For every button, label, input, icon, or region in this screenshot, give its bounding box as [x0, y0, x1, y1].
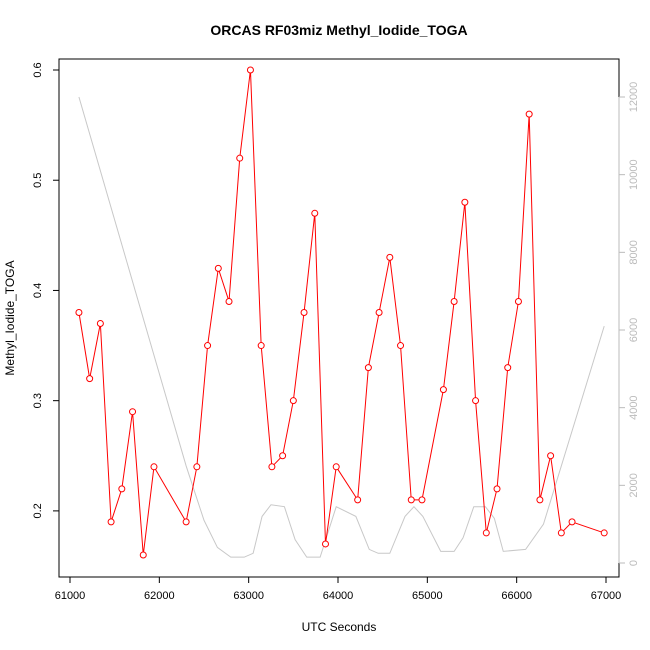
data-point: [482, 529, 490, 537]
x-tick-label: 63000: [233, 590, 264, 602]
data-point: [568, 518, 576, 526]
x-tick-label: 66000: [501, 590, 532, 602]
data-point: [557, 529, 565, 537]
data-point: [246, 66, 254, 74]
data-point: [504, 364, 512, 372]
data-point: [418, 496, 426, 504]
secondary-y-tick-label: 0: [628, 560, 640, 566]
data-point: [450, 297, 458, 305]
secondary-y-tick-label: 8000: [628, 240, 640, 264]
x-tick-label: 62000: [144, 590, 175, 602]
data-point: [300, 308, 308, 316]
methyl-iodide-series-line: [78, 69, 605, 556]
secondary-y-tick-label: 4000: [628, 395, 640, 419]
data-point: [407, 496, 415, 504]
data-point: [439, 386, 447, 394]
x-axis-label: UTC Seconds: [302, 620, 377, 634]
data-point: [107, 518, 115, 526]
data-point: [472, 397, 480, 405]
data-point: [461, 198, 469, 206]
x-tick-label: 67000: [591, 590, 622, 602]
data-point: [354, 496, 362, 504]
series-layer: [75, 66, 608, 559]
data-point: [96, 320, 104, 328]
altitude-series-line: [78, 96, 605, 558]
x-tick-label: 61000: [55, 590, 86, 602]
data-point: [193, 463, 201, 471]
data-point: [75, 308, 83, 316]
y-axis: 0.2 0.3 0.4 0.5 0.6: [32, 62, 60, 519]
secondary-y-tick-label: 2000: [628, 473, 640, 497]
data-point: [547, 452, 555, 460]
y-tick-label: 0.3: [32, 393, 44, 408]
secondary-y-tick-label: 10000: [628, 159, 640, 190]
data-point: [525, 110, 533, 118]
y-tick-label: 0.5: [32, 173, 44, 188]
data-point: [204, 342, 212, 350]
secondary-y-axis: 0 2000 4000 6000 8000 10000 12000: [618, 82, 640, 566]
data-point: [268, 463, 276, 471]
data-point: [332, 463, 340, 471]
data-point: [536, 496, 544, 504]
data-point: [386, 253, 394, 261]
data-point: [289, 397, 297, 405]
data-point: [225, 297, 233, 305]
data-point: [236, 154, 244, 162]
data-point: [150, 463, 158, 471]
data-point: [118, 485, 126, 493]
data-point: [364, 364, 372, 372]
y-axis-label: Methyl_Iodide_TOGA: [3, 260, 17, 375]
x-tick-label: 64000: [323, 590, 354, 602]
data-point: [514, 297, 522, 305]
data-point: [86, 375, 94, 383]
data-point: [279, 452, 287, 460]
x-tick-label: 65000: [412, 590, 443, 602]
data-point: [257, 342, 265, 350]
y-tick-label: 0.2: [32, 503, 44, 518]
data-point: [493, 485, 501, 493]
data-point: [600, 529, 608, 537]
x-axis: 61000 62000 63000 64000 65000 66000 67000: [55, 576, 622, 602]
data-point: [214, 264, 222, 272]
data-point: [321, 540, 329, 548]
data-point: [311, 209, 319, 217]
data-point: [182, 518, 190, 526]
y-tick-label: 0.6: [32, 62, 44, 77]
data-point: [129, 408, 137, 416]
chart-title: ORCAS RF03miz Methyl_Iodide_TOGA: [210, 22, 467, 38]
secondary-y-tick-label: 12000: [628, 82, 640, 113]
y-tick-label: 0.4: [32, 283, 44, 298]
data-point: [397, 342, 405, 350]
data-point: [375, 308, 383, 316]
data-point: [139, 551, 147, 559]
secondary-y-tick-label: 6000: [628, 318, 640, 342]
